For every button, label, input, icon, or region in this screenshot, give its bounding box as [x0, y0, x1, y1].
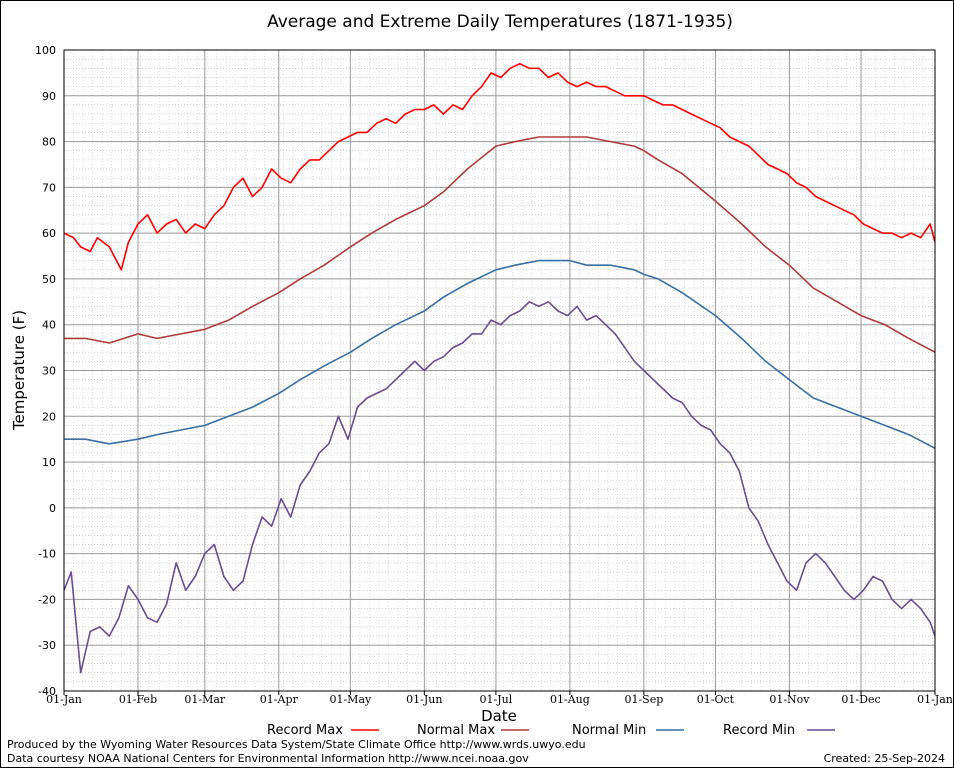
series-line-record-min	[64, 300, 935, 674]
footer-created: Created: 25-Sep-2024	[823, 752, 945, 765]
series-line-record-max	[64, 62, 935, 271]
footer-produced-by: Produced by the Wyoming Water Resources …	[7, 738, 586, 751]
legend: Record Max Normal Max Normal Min Record Min	[267, 723, 835, 738]
y-tick-label: 90	[42, 90, 56, 103]
x-tick-label: 01-Jul	[480, 693, 513, 706]
x-tick-label: 01-Jan	[46, 693, 82, 706]
x-axis-label: Date	[481, 707, 517, 725]
y-tick-label: 70	[42, 181, 56, 194]
y-tick-label: 40	[42, 319, 56, 332]
legend-label: Record Min	[723, 723, 795, 738]
legend-label: Record Max	[267, 723, 343, 738]
x-tick-label: 01-Mar	[184, 693, 226, 706]
x-tick-label: 01-Nov	[769, 693, 810, 706]
y-tick-label: -40	[38, 685, 56, 698]
plot-area	[63, 49, 936, 692]
footer-data-courtesy: Data courtesy NOAA National Centers for …	[7, 752, 529, 765]
major-grid	[63, 49, 936, 692]
x-tick-label: 01-Jan	[917, 693, 953, 706]
x-axis-ticks: 01-Jan 01-Feb 01-Mar 01-Apr 01-May 01-Jun 01-J…	[46, 691, 953, 706]
y-tick-label: 30	[42, 365, 56, 378]
y-tick-label: -30	[38, 639, 56, 652]
y-axis-label: Temperature (F)	[10, 310, 28, 431]
y-tick-label: 60	[42, 227, 56, 240]
x-tick-label: 01-Oct	[697, 693, 735, 706]
series-layer	[64, 62, 935, 674]
y-tick-label: 10	[42, 456, 56, 469]
legend-label: Normal Min	[572, 723, 646, 738]
x-tick-label: 01-Feb	[119, 693, 157, 706]
x-tick-label: 01-Aug	[550, 693, 590, 706]
series-line-normal-max	[64, 136, 935, 353]
y-tick-label: -20	[38, 593, 56, 606]
x-tick-label: 01-Apr	[260, 693, 299, 706]
y-tick-label: 50	[42, 273, 56, 286]
chart-title: Average and Extreme Daily Temperatures (…	[267, 12, 733, 32]
y-tick-label: 100	[35, 44, 56, 57]
y-tick-label: -10	[38, 548, 56, 561]
series-line-normal-min	[64, 259, 935, 450]
y-tick-label: 80	[42, 136, 56, 149]
x-tick-label: 01-May	[329, 693, 372, 706]
x-tick-label: 01-Sep	[624, 693, 663, 706]
y-tick-label: 0	[49, 502, 56, 515]
x-tick-label: 01-Dec	[841, 693, 880, 706]
y-axis-ticks: -40 -30 -20 -10 0 10 20 30 40 50 60 70 80 90 100	[35, 44, 56, 698]
y-tick-label: 20	[42, 410, 56, 423]
legend-label: Normal Max	[417, 723, 495, 738]
x-tick-label: 01-Jun	[406, 693, 442, 706]
